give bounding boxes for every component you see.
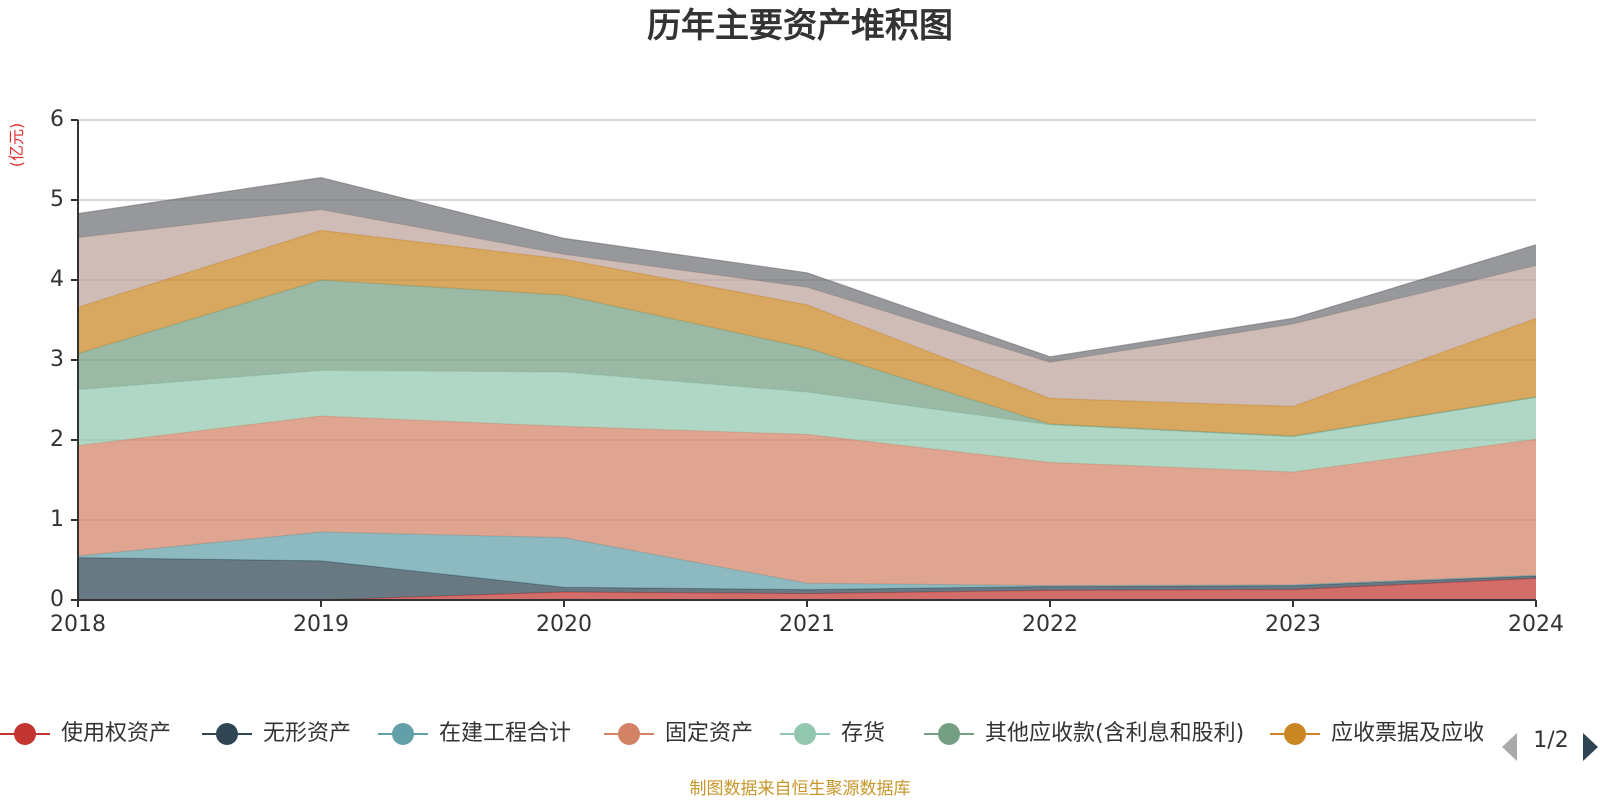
y-axis-unit-label: (亿元) bbox=[7, 123, 26, 168]
legend-label: 使用权资产 bbox=[61, 721, 171, 746]
legend-label: 在建工程合计 bbox=[439, 721, 571, 746]
x-tick-label: 2024 bbox=[1508, 612, 1564, 637]
legend-dot-icon bbox=[1284, 723, 1306, 745]
legend-dot-icon bbox=[14, 723, 36, 745]
pager-text: 1/2 bbox=[1533, 728, 1568, 753]
legend-dot-icon bbox=[392, 723, 414, 745]
y-tick-label: 4 bbox=[50, 267, 64, 292]
legend-dot-icon bbox=[216, 723, 238, 745]
legend-label: 固定资产 bbox=[665, 721, 753, 746]
legend-dot-icon bbox=[618, 723, 640, 745]
legend-item[interactable]: 在建工程合计 bbox=[378, 721, 571, 746]
y-tick-label: 0 bbox=[50, 587, 64, 612]
x-tick-label: 2022 bbox=[1022, 612, 1078, 637]
x-tick-label: 2020 bbox=[536, 612, 592, 637]
legend-item[interactable]: 无形资产 bbox=[202, 721, 351, 746]
legend-dot-icon bbox=[794, 723, 816, 745]
legend-item[interactable]: 使用权资产 bbox=[0, 721, 171, 746]
y-tick-label: 1 bbox=[50, 507, 64, 532]
legend-item[interactable]: 应收票据及应收 bbox=[1270, 721, 1485, 746]
area-series-9 bbox=[78, 177, 1536, 363]
area-series-line-9 bbox=[77, 176, 1537, 358]
x-tick-label: 2021 bbox=[779, 612, 835, 637]
area-series bbox=[77, 176, 1537, 601]
legend[interactable]: 使用权资产 无形资产 在建工程合计 固定资产 存货 其他应收款(含利息和股利) 应收票据及应… bbox=[0, 721, 1485, 746]
legend-item[interactable]: 固定资产 bbox=[604, 721, 753, 746]
source-note: 制图数据来自恒生聚源数据库 bbox=[690, 779, 911, 799]
area-series-2 bbox=[78, 557, 1536, 600]
legend-label: 其他应收款(含利息和股利) bbox=[985, 721, 1244, 746]
legend-label: 应收票据及应收 bbox=[1331, 721, 1485, 746]
legend-dot-icon bbox=[938, 723, 960, 745]
legend-label: 存货 bbox=[841, 721, 885, 746]
pager-next-icon[interactable] bbox=[1583, 733, 1598, 761]
chart-title: 历年主要资产堆积图 bbox=[647, 6, 953, 46]
y-tick-label: 6 bbox=[50, 107, 64, 132]
pager-prev-icon[interactable] bbox=[1502, 733, 1517, 761]
area-series-3 bbox=[78, 532, 1536, 590]
y-tick-label: 3 bbox=[50, 347, 64, 372]
area-series-1 bbox=[78, 578, 1536, 600]
area-series-4 bbox=[78, 416, 1536, 586]
legend-item[interactable]: 其他应收款(含利息和股利) bbox=[924, 721, 1244, 746]
legend-pager[interactable]: 1/2 bbox=[1502, 728, 1598, 761]
area-series-6 bbox=[78, 280, 1536, 437]
x-tick-label: 2019 bbox=[293, 612, 349, 637]
area-series-7 bbox=[78, 230, 1536, 436]
y-tick-label: 5 bbox=[50, 187, 64, 212]
area-series-5 bbox=[78, 370, 1536, 472]
y-tick-label: 2 bbox=[50, 427, 64, 452]
axes: 0 1 2 3 4 5 6 2018 2019 2020 2021 2022 2023 2024 bbox=[50, 107, 1564, 637]
x-tick-label: 2023 bbox=[1265, 612, 1321, 637]
legend-item[interactable]: 存货 bbox=[780, 721, 885, 746]
x-tick-label: 2018 bbox=[50, 612, 106, 637]
area-series-8 bbox=[78, 209, 1536, 407]
legend-label: 无形资产 bbox=[263, 721, 351, 746]
